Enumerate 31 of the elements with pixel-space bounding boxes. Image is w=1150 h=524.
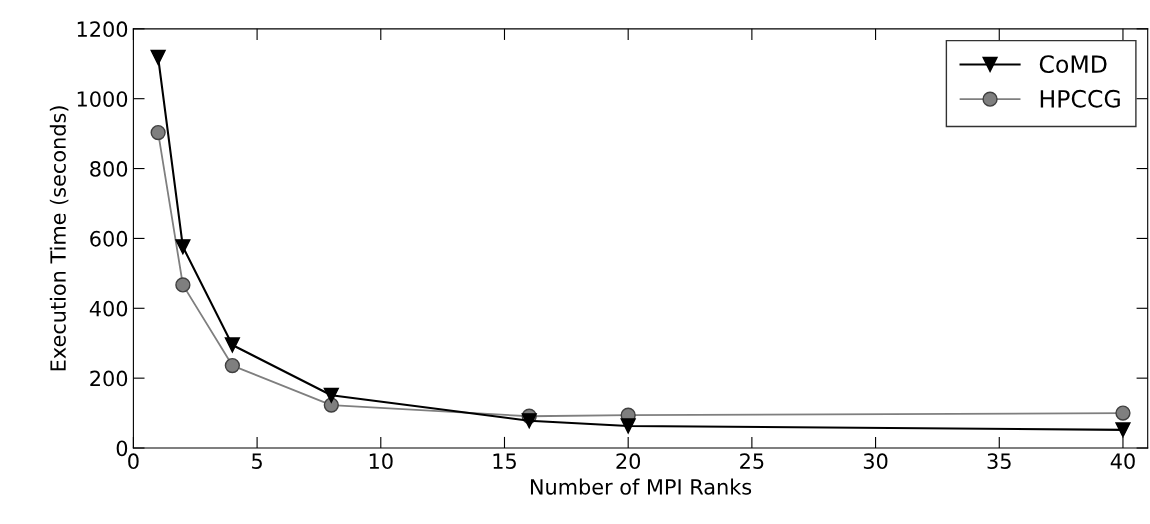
point [175, 239, 191, 255]
point [150, 124, 166, 141]
x-tick-label: 25 [740, 453, 764, 470]
legend-label: CoMD [1039, 55, 1107, 74]
x-tick-label: 5 [252, 453, 262, 470]
y-tick-label: 600 [90, 230, 128, 247]
y-tick-label: 400 [89, 300, 128, 317]
point [620, 418, 636, 434]
point [224, 357, 240, 374]
y-tick-label: 0 [116, 440, 128, 457]
y-tick-label: 800 [90, 161, 128, 177]
point [521, 413, 537, 429]
legend-label: HPCCG [1040, 89, 1120, 108]
x-tick-label: 0 [128, 453, 139, 470]
x-tick-label: 15 [493, 453, 516, 470]
x-axis-title: Number of MPI Ranks [530, 478, 752, 495]
y-tick-label: 1200 [77, 21, 128, 38]
y-tick-label: 200 [90, 370, 128, 387]
y-axis-title: Execution Time (seconds) [49, 106, 69, 371]
point [150, 49, 166, 66]
point [1115, 405, 1131, 421]
x-tick-label: 40 [1110, 453, 1135, 470]
y-tick-label: 1000 [77, 91, 128, 107]
x-tick-label: 10 [369, 453, 393, 470]
x-tick-label: 35 [987, 453, 1011, 470]
point [175, 277, 191, 293]
point [323, 387, 339, 403]
point [1115, 422, 1131, 438]
point [224, 337, 240, 353]
x-tick-label: 20 [616, 453, 641, 470]
x-tick-label: 30 [863, 453, 888, 470]
